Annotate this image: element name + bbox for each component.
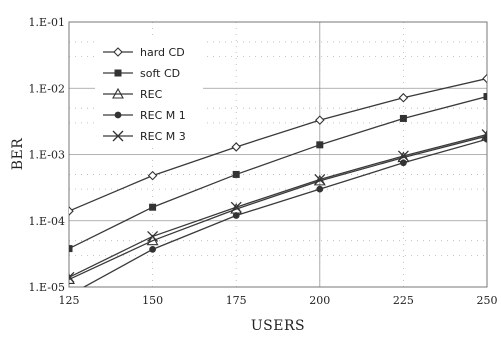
marker-rec-m-1 (316, 185, 324, 193)
series-rec (69, 129, 487, 285)
marker-soft-cd (69, 245, 73, 253)
marker-hard-cd (398, 92, 409, 103)
y-axis-ticks: 1.E-05 1.E-04 1.E-03 1.E-02 1.E-01 (29, 16, 65, 294)
legend-label: hard CD (140, 46, 185, 59)
series-group (69, 73, 487, 287)
y-tick-label: 1.E-01 (29, 16, 65, 29)
marker-legend-hard-cd (113, 47, 123, 57)
marker-rec-m-3 (481, 129, 487, 141)
legend-entries: hard CD soft CD REC REC M 1 REC M 3 (103, 46, 186, 143)
x-tick-label: 175 (226, 294, 247, 307)
x-tick-label: 125 (59, 294, 80, 307)
marker-hard-cd (482, 73, 487, 84)
marker-legend-rec (112, 87, 124, 99)
series-rec-m-3 (69, 129, 487, 283)
marker-hard-cd (147, 170, 158, 181)
marker-legend-soft-cd (114, 69, 122, 77)
marker-rec-m-3 (230, 201, 242, 213)
x-axis-ticks: 125 150 175 200 225 250 (59, 294, 498, 307)
marker-soft-cd (149, 203, 157, 211)
series-line-rec-m-3 (69, 133, 487, 278)
series-line-hard-cd (69, 77, 487, 212)
marker-rec-m-3 (147, 230, 159, 242)
series-line-rec (69, 135, 487, 281)
y-tick-label: 1.E-02 (29, 82, 65, 95)
legend-background (95, 40, 203, 144)
marker-rec-m-3 (69, 271, 75, 283)
y-axis-title: BER (10, 138, 26, 171)
marker-legend-rec-m-1 (114, 111, 122, 119)
plot-area-frame (68, 21, 488, 288)
x-tick-label: 200 (309, 294, 330, 307)
series-soft-cd (69, 93, 487, 253)
marker-rec (146, 234, 159, 246)
y-tick-label: 1.E-03 (29, 149, 65, 162)
legend-item-rec: REC (103, 87, 163, 101)
legend-label: REC M 1 (140, 109, 186, 122)
marker-soft-cd (399, 114, 407, 122)
y-tick-label: 1.E-04 (29, 215, 65, 228)
legend-label: REC M 3 (140, 130, 186, 143)
x-tick-label: 150 (142, 294, 163, 307)
marker-soft-cd (483, 93, 487, 101)
marker-rec-m-1 (149, 245, 157, 253)
legend: hard CD soft CD REC REC M 1 REC M 3 (95, 40, 203, 144)
legend-item-hard-cd: hard CD (103, 46, 185, 59)
legend-item-rec-m-3: REC M 3 (103, 130, 186, 143)
marker-rec-m-1 (232, 212, 240, 219)
series-hard-cd (69, 73, 487, 216)
marker-hard-cd (69, 206, 74, 216)
legend-item-soft-cd: soft CD (103, 67, 180, 80)
marker-hard-cd (231, 142, 241, 152)
series-line-soft-cd (69, 95, 487, 250)
legend-label: soft CD (140, 67, 180, 80)
marker-soft-cd (232, 170, 240, 178)
legend-label: REC (140, 88, 163, 101)
marker-hard-cd (315, 115, 325, 125)
marker-rec-m-1 (400, 159, 407, 167)
x-axis-title: USERS (251, 318, 305, 334)
marker-rec-m-3 (314, 174, 326, 185)
y-tick-label: 1.E-05 (29, 281, 65, 294)
series-rec-m-1 (82, 135, 487, 287)
legend-item-rec-m-1: REC M 1 (103, 109, 186, 122)
marker-rec-m-3 (397, 150, 409, 162)
x-tick-label: 250 (477, 294, 498, 307)
marker-legend-rec-m-3 (112, 130, 124, 142)
series-line-rec-m-1 (82, 138, 487, 287)
x-tick-label: 225 (393, 294, 414, 307)
marker-soft-cd (316, 141, 324, 149)
